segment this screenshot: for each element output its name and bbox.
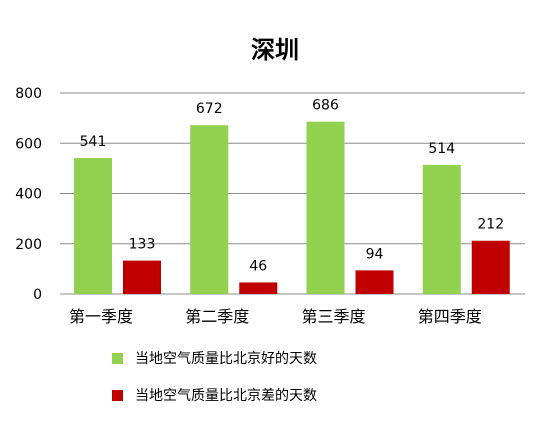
legend-item-worse-days: 当地空气质量比北京差的天数 xyxy=(112,385,317,405)
legend-item-better-days: 当地空气质量比北京好的天数 xyxy=(112,348,317,368)
y-tick-label: 200 xyxy=(15,237,42,253)
data-label: 686 xyxy=(312,98,339,114)
bar-better-2 xyxy=(306,121,345,294)
bar-worse-1 xyxy=(239,282,278,294)
data-label: 94 xyxy=(366,246,384,262)
y-tick-label: 0 xyxy=(33,287,42,303)
data-label: 672 xyxy=(196,101,223,117)
chart-title: 深圳 xyxy=(251,36,299,64)
bar-worse-0 xyxy=(123,260,161,294)
legend-label-worse-days: 当地空气质量比北京差的天数 xyxy=(135,388,317,404)
legend-label-better-days: 当地空气质量比北京好的天数 xyxy=(135,351,317,367)
data-label: 133 xyxy=(129,237,156,253)
bar-better-1 xyxy=(190,125,229,294)
bar-better-0 xyxy=(74,158,112,294)
legend-swatch-better-days xyxy=(112,352,123,364)
y-tick-label: 800 xyxy=(15,86,42,102)
x-tick-label: 第一季度 xyxy=(69,307,133,326)
data-label: 514 xyxy=(428,141,455,157)
x-axis-tick-labels: 第一季度 第二季度 第三季度 第四季度 xyxy=(69,307,482,326)
data-label: 46 xyxy=(249,258,267,274)
bar-worse-3 xyxy=(471,240,510,294)
y-tick-label: 400 xyxy=(15,187,42,203)
bar-better-3 xyxy=(422,164,461,294)
x-tick-label: 第四季度 xyxy=(418,307,482,326)
x-tick-label: 第二季度 xyxy=(185,307,249,326)
x-tick-label: 第三季度 xyxy=(301,307,365,326)
legend-swatch-worse-days xyxy=(112,389,123,401)
legend: 当地空气质量比北京好的天数 当地空气质量比北京差的天数 xyxy=(112,348,317,422)
bars xyxy=(74,121,510,294)
data-labels: 541 133 672 46 686 94 514 212 xyxy=(80,98,504,275)
y-tick-label: 600 xyxy=(15,136,42,152)
bar-worse-2 xyxy=(355,270,394,294)
data-label: 212 xyxy=(477,217,504,233)
data-label: 541 xyxy=(80,134,107,150)
y-axis-tick-labels: 0 200 400 600 800 xyxy=(15,86,42,303)
